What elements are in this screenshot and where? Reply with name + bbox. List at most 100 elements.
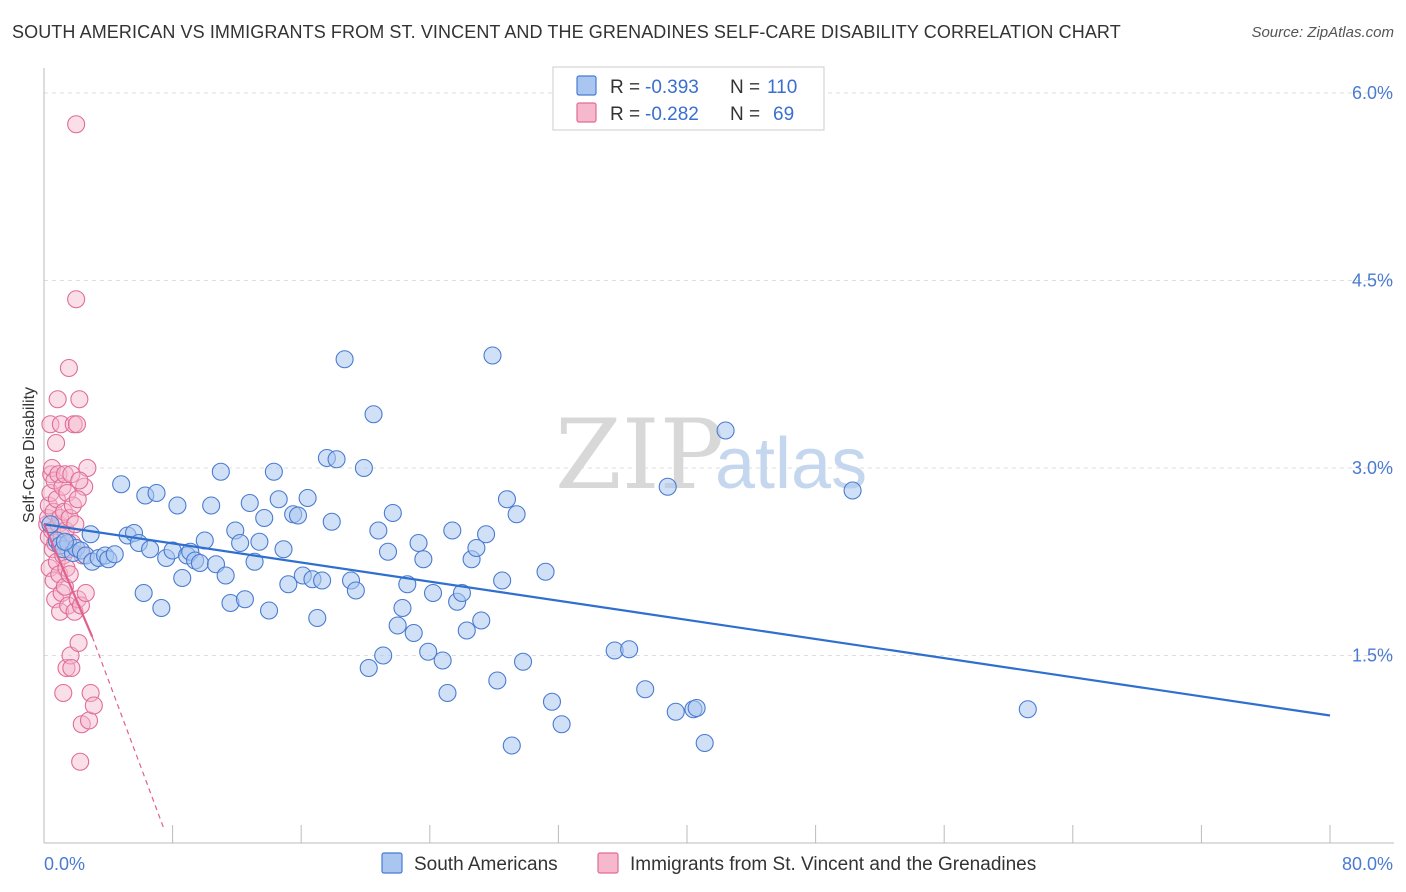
south-american-point-91	[497, 490, 517, 509]
x-tick-label-0: 0.0%	[44, 854, 85, 874]
south-american-point-75	[414, 550, 433, 569]
immigrant-point-29	[54, 683, 73, 703]
south-american-point-87	[477, 525, 496, 544]
south-american-point-76	[419, 642, 438, 661]
south-american-point-55	[308, 608, 327, 628]
immigrant-point-55	[69, 633, 88, 653]
south-american-point-40	[235, 590, 254, 609]
y-tick-label-0: 1.5%	[1352, 646, 1393, 666]
axes	[43, 68, 1394, 844]
x-tick-labels: 0.0% 80.0%	[44, 854, 1393, 874]
south-american-point-63	[354, 458, 373, 478]
immigrant-point-19	[48, 390, 67, 409]
south-american-point-62	[346, 581, 365, 600]
south-american-point-35	[211, 462, 230, 481]
gridlines	[44, 92, 1394, 656]
south-american-point-27	[173, 568, 192, 588]
south-american-trend-line	[43, 523, 1331, 717]
immigrant-point-53	[67, 415, 87, 434]
south-american-point-99	[620, 640, 639, 659]
immigrant-point-57	[71, 752, 90, 771]
south-american-point-83	[457, 621, 476, 640]
pink-series-points	[38, 115, 103, 771]
legend-r-label-1: R =	[610, 77, 640, 98]
legend-n-value-1: 110	[767, 77, 797, 98]
south-american-point-107	[843, 481, 862, 500]
trend-lines	[42, 523, 1331, 831]
legend-south-americans-label: South Americans	[414, 854, 558, 875]
south-american-point-104	[687, 698, 706, 718]
south-american-point-77	[423, 583, 443, 603]
south-american-point-39	[231, 533, 250, 553]
legend-immigrants-swatch	[597, 852, 619, 874]
immigrant-point-6	[41, 415, 60, 434]
south-american-point-14	[105, 545, 124, 564]
south-american-point-80	[443, 521, 462, 540]
south-american-point-58	[322, 512, 341, 531]
south-american-point-49	[279, 575, 298, 594]
south-american-point-73	[404, 623, 423, 643]
south-american-point-109	[55, 532, 74, 551]
south-american-point-101	[658, 477, 677, 496]
y-tick-label-2: 4.5%	[1352, 271, 1393, 291]
legend-immigrants-label: Immigrants from St. Vincent and the Gren…	[630, 854, 1036, 875]
south-american-point-90	[493, 571, 512, 590]
south-american-point-60	[335, 350, 354, 369]
x-tick-label-1: 80.0%	[1342, 854, 1393, 874]
legend-n-value-2: 69	[773, 104, 794, 125]
south-american-point-23	[152, 598, 171, 618]
immigrant-point-68	[68, 490, 87, 509]
south-american-point-96	[542, 692, 562, 711]
south-american-point-47	[269, 490, 288, 509]
south-american-point-67	[374, 646, 393, 665]
south-american-point-26	[168, 496, 187, 515]
south-american-point-89	[488, 671, 507, 690]
legend-blue-swatch	[576, 75, 597, 96]
watermark-atlas: atlas	[715, 424, 867, 504]
south-american-point-41	[240, 493, 259, 513]
south-american-point-92	[502, 736, 521, 755]
immigrant-point-52	[67, 115, 86, 134]
south-american-point-9	[81, 525, 100, 544]
immigrant-point-67	[70, 471, 89, 490]
south-american-point-94	[513, 652, 533, 671]
south-american-point-97	[552, 715, 571, 734]
legend-south-americans-swatch	[381, 852, 403, 874]
south-american-point-22	[147, 483, 166, 503]
legend-r-value-1: -0.393	[645, 77, 699, 98]
south-american-point-44	[255, 508, 274, 528]
stats-legend: R = -0.393 N = 110 R = -0.282 N = 69	[552, 66, 825, 131]
south-american-point-64	[359, 658, 378, 678]
series-legend: South Americans Immigrants from St. Vinc…	[381, 852, 1036, 875]
south-american-point-46	[264, 462, 283, 481]
south-american-point-71	[393, 598, 412, 618]
south-american-point-31	[190, 553, 209, 573]
south-american-point-93	[507, 505, 526, 524]
legend-pink-swatch	[576, 102, 597, 123]
immigrant-point-56	[70, 390, 89, 409]
south-american-point-56	[313, 571, 332, 590]
immigrant-trend-extension	[91, 636, 166, 831]
south-american-point-33	[202, 496, 221, 515]
south-american-point-85	[467, 538, 486, 558]
south-american-point-43	[250, 532, 269, 551]
legend-r-value-2: -0.282	[645, 104, 699, 125]
south-american-point-95	[536, 562, 555, 581]
south-american-point-88	[483, 346, 502, 365]
south-american-point-51	[288, 506, 308, 525]
south-american-point-78	[433, 651, 452, 670]
legend-n-label-1: N =	[730, 77, 760, 98]
y-tick-label-3: 6.0%	[1352, 83, 1393, 103]
legend-n-label-2: N =	[730, 104, 760, 125]
source-credit: Source: ZipAtlas.com	[1251, 24, 1394, 41]
south-american-point-45	[259, 601, 279, 620]
legend-r-label-2: R =	[610, 104, 640, 125]
south-american-point-19	[134, 583, 153, 603]
immigrant-point-25	[51, 415, 70, 434]
y-tick-labels: 1.5% 3.0% 4.5% 6.0%	[1352, 83, 1393, 666]
south-american-point-36	[216, 566, 235, 585]
south-american-point-106	[716, 421, 735, 440]
south-american-point-102	[666, 702, 685, 721]
y-axis-label: Self-Care Disability	[21, 387, 38, 523]
